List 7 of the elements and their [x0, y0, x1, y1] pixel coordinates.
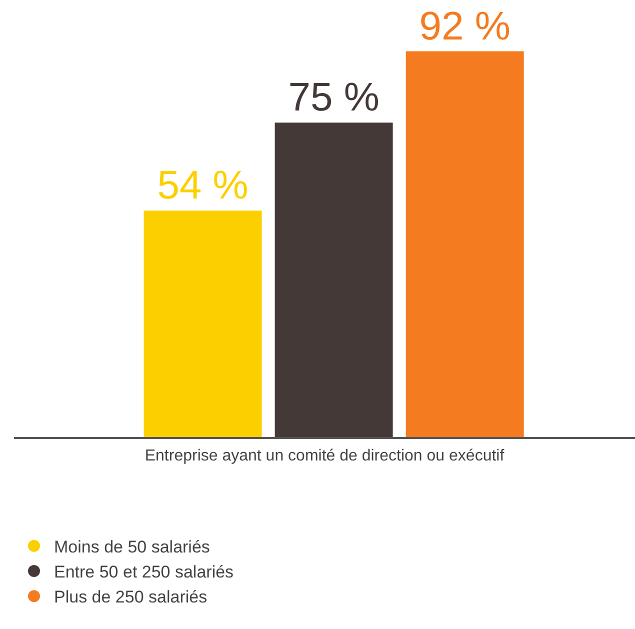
legend-label: Moins de 50 salariés [54, 538, 210, 557]
data-label: 75 % [288, 76, 380, 120]
data-label: 54 % [157, 164, 248, 208]
legend-label: Entre 50 et 250 salariés [54, 562, 234, 582]
data-label: 92 % [419, 4, 510, 48]
legend-label: Plus de 250 salariés [54, 588, 208, 607]
x-axis-title: Entreprise ayant un comité de direction ou exécutif [144, 447, 505, 464]
